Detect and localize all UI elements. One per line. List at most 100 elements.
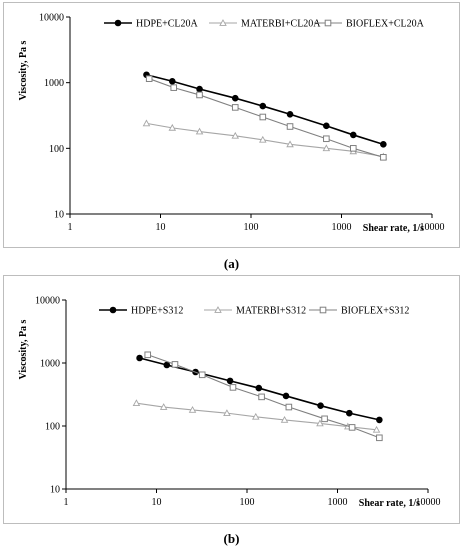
data-point <box>317 402 324 410</box>
y-tick-label: 100 <box>45 422 60 433</box>
legend-label: HDPE+S312 <box>131 306 183 317</box>
y-tick-label: 1000 <box>40 359 60 370</box>
legend-label: BIOFLEX+S312 <box>341 306 409 317</box>
legend-marker <box>214 306 222 313</box>
data-point <box>323 122 330 130</box>
legend-label: HDPE+CL20A <box>136 19 199 30</box>
data-point <box>132 399 141 407</box>
data-point <box>231 104 239 111</box>
data-point <box>285 403 293 411</box>
data-point <box>231 131 240 139</box>
y-tick-label: 100 <box>49 144 64 155</box>
data-point <box>282 392 290 400</box>
series-0 <box>143 71 387 148</box>
x-tick-label: 100 <box>244 222 259 233</box>
data-point <box>286 123 294 130</box>
y-axis-label: Viscosity, Pa s <box>18 319 29 379</box>
data-point <box>349 145 357 152</box>
data-point <box>286 140 294 148</box>
legend-entry: HDPE+CL20A <box>104 19 199 30</box>
series-2 <box>144 351 383 442</box>
legend-label: MATERBI+S312 <box>236 306 306 317</box>
data-point <box>258 393 265 401</box>
y-tick-label: 10000 <box>39 13 64 24</box>
data-point <box>136 354 143 362</box>
data-point <box>255 384 263 392</box>
data-point <box>188 405 197 413</box>
y-tick-label: 10000 <box>35 296 60 307</box>
data-point <box>252 412 260 420</box>
data-point <box>223 409 231 416</box>
data-point <box>231 94 239 102</box>
data-point <box>259 113 267 121</box>
legend-marker <box>109 306 117 314</box>
data-point <box>321 415 328 423</box>
y-tick-label: 10 <box>54 210 64 221</box>
legend-marker <box>324 19 332 27</box>
caption-b: (b) <box>223 531 240 546</box>
data-point <box>259 135 267 143</box>
data-point <box>196 85 203 93</box>
data-point <box>380 154 387 161</box>
data-point <box>259 102 267 110</box>
data-point <box>171 361 179 368</box>
data-point <box>168 123 177 131</box>
data-point <box>372 425 381 433</box>
x-tick-label: 10000 <box>416 497 441 508</box>
x-tick-label: 1000 <box>332 222 352 233</box>
data-point <box>316 419 324 427</box>
data-point <box>345 409 353 417</box>
x-tick-label: 1 <box>64 497 69 508</box>
data-point <box>286 110 294 118</box>
chart-panel-b: 1 10 100 1000 10000 10 100 1000 10000 Shear rate,… <box>3 275 460 524</box>
data-point <box>322 144 331 152</box>
data-point <box>349 131 357 139</box>
data-point <box>376 416 383 424</box>
legend-marker <box>219 19 227 26</box>
legend-label: BIOFLEX+CL20A <box>346 19 425 30</box>
series-line <box>146 73 384 146</box>
x-tick-label: 100 <box>240 497 255 508</box>
x-tick-label: 1000 <box>328 497 348 508</box>
data-point <box>145 75 153 82</box>
series-1 <box>142 119 388 160</box>
data-point <box>226 377 234 385</box>
data-point <box>159 403 168 410</box>
y-tick-label: 10 <box>50 485 60 496</box>
data-point <box>348 424 356 431</box>
legend-label: MATERBI+CL20A <box>241 19 321 30</box>
x-tick-label: 10 <box>156 222 166 233</box>
series-1 <box>132 399 381 433</box>
legend-entry: BIOFLEX+S312 <box>309 306 409 317</box>
legend-entry: MATERBI+CL20A <box>209 19 321 30</box>
legend-entry: HDPE+S312 <box>99 306 183 317</box>
x-tick-label: 1 <box>68 222 73 233</box>
x-tick-label: 10 <box>152 497 162 508</box>
data-point <box>380 141 387 148</box>
legend-entry: MATERBI+S312 <box>204 306 306 317</box>
data-point <box>163 361 171 369</box>
data-point <box>280 415 289 423</box>
caption-a: (a) <box>223 256 240 271</box>
series-line <box>149 78 384 158</box>
x-axis-label: Shear rate, 1/s <box>359 498 420 509</box>
y-tick-label: 1000 <box>44 78 64 89</box>
data-point <box>142 119 151 127</box>
data-point <box>323 135 330 143</box>
x-tick-label: 10000 <box>420 222 445 233</box>
legend-entry: BIOFLEX+CL20A <box>314 19 425 30</box>
legend-marker <box>319 306 327 314</box>
chart-panel-a: 1 10 100 1000 10000 10 100 1000 10000 Shear rate,… <box>3 2 460 248</box>
series-2 <box>145 75 387 161</box>
data-point <box>198 371 206 379</box>
data-point <box>168 77 176 85</box>
data-point <box>376 434 383 442</box>
data-point <box>195 127 204 135</box>
x-axis-label: Shear rate, 1/s <box>363 223 424 234</box>
data-point <box>196 91 203 99</box>
legend-marker <box>114 19 122 27</box>
data-point <box>144 351 152 359</box>
data-point <box>229 384 237 391</box>
